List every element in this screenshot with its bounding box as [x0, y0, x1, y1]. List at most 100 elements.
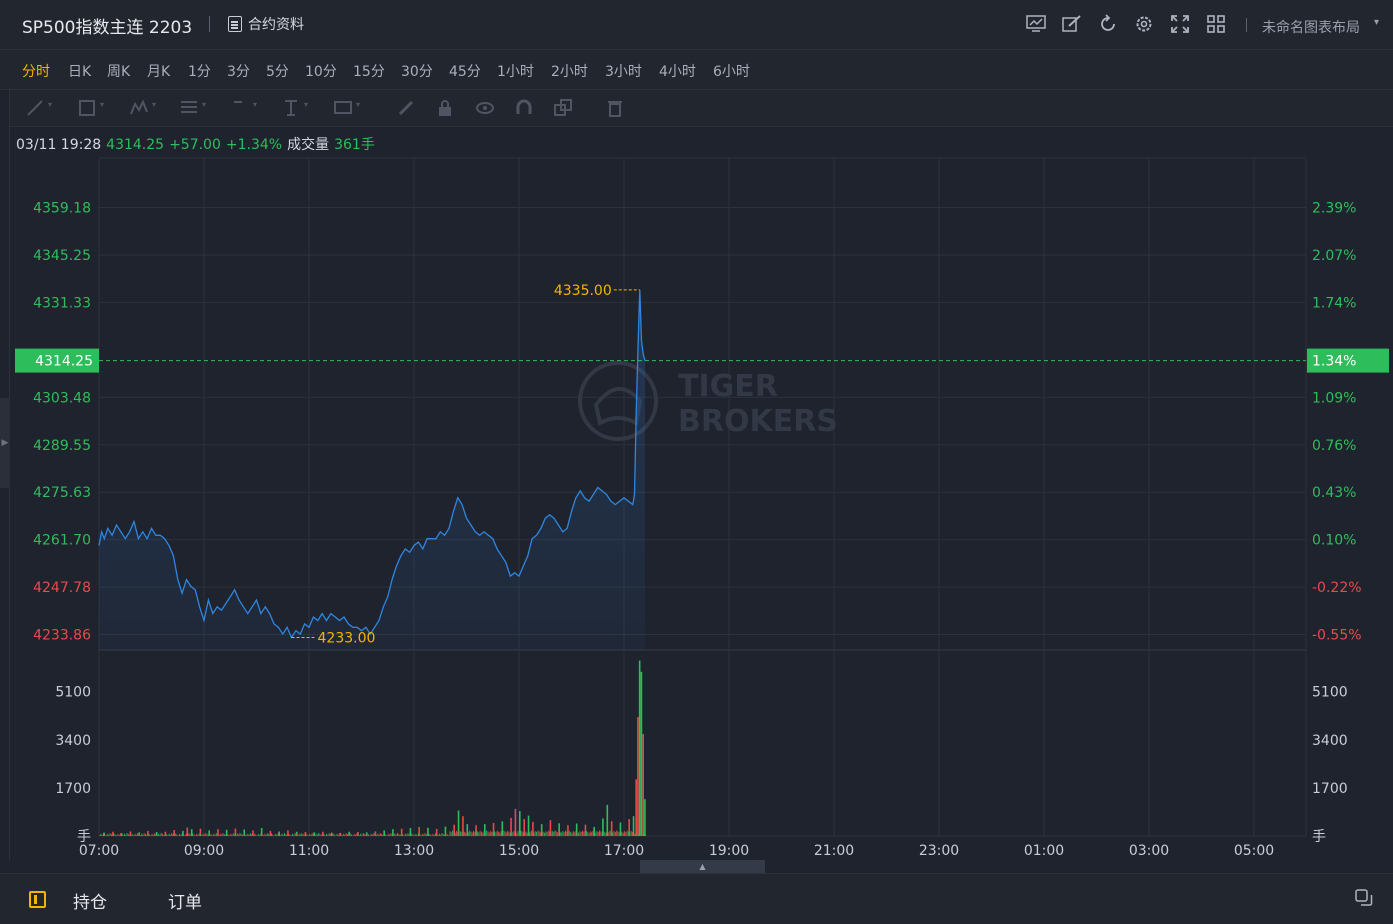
volume-bar: [228, 835, 230, 836]
tab-orders[interactable]: 订单: [168, 893, 202, 913]
volume-bar: [103, 832, 105, 836]
volume-bar: [320, 834, 322, 836]
volume-bar: [260, 833, 262, 836]
period-tab-3[interactable]: 月K: [147, 64, 171, 80]
price-line[interactable]: [98, 289, 646, 639]
panel-toggle-icon[interactable]: [29, 891, 46, 908]
caret-down-icon[interactable]: ▾: [1374, 17, 1380, 28]
volume-bar: [393, 835, 394, 836]
volume-bar: [236, 833, 238, 836]
volume-bar: [475, 830, 477, 836]
trash-icon[interactable]: [604, 98, 626, 118]
last-price-badge-label: 4314.25: [35, 354, 93, 370]
draw-edit-icon[interactable]: [1061, 13, 1083, 35]
bottom-panel-handle[interactable]: ▲: [640, 860, 765, 873]
top-bar: SP500指数主连 2203 合约资料 未命名图表布局 ▾: [0, 0, 1393, 50]
period-tab-11[interactable]: 1小时: [497, 64, 534, 80]
fib-tool-icon[interactable]: ▾: [181, 100, 207, 113]
volume-bar: [563, 832, 565, 836]
period-tab-5[interactable]: 3分: [227, 64, 250, 80]
volume-bar: [377, 833, 379, 836]
rect-tool-icon[interactable]: ▾: [76, 98, 104, 118]
period-tab-2[interactable]: 周K: [107, 64, 131, 80]
intraday-chart[interactable]: 07:00 09:00 11:00 13:00 15:00 17:00 19:00 21:00…: [10, 155, 1393, 860]
low-price-label: 4233.00: [318, 630, 376, 646]
period-tab-10[interactable]: 45分: [449, 64, 481, 80]
volume-bar: [217, 834, 219, 836]
watermark-text: BROKERS: [678, 404, 838, 439]
eye-icon[interactable]: [474, 98, 496, 118]
layout-name-dropdown[interactable]: 未命名图表布局: [1262, 20, 1360, 36]
period-tab-8[interactable]: 15分: [353, 64, 385, 80]
volume-bar: [617, 831, 619, 836]
volume-bar: [601, 832, 603, 836]
volume-bar: [428, 833, 430, 836]
volume-bar: [333, 834, 335, 836]
fullscreen-icon[interactable]: [1169, 13, 1191, 35]
settings-icon[interactable]: [1133, 13, 1155, 35]
period-tab-14[interactable]: 4小时: [659, 64, 696, 80]
period-tab-0[interactable]: 分时: [22, 64, 50, 80]
period-tab-7[interactable]: 10分: [305, 64, 337, 80]
period-tab-1[interactable]: 日K: [68, 64, 92, 80]
grid-layout-icon[interactable]: [1205, 13, 1227, 35]
volume-bar: [295, 834, 297, 836]
period-tab-4[interactable]: 1分: [188, 64, 211, 80]
contract-info-button[interactable]: 合约资料: [228, 14, 304, 34]
volume-bar: [399, 834, 401, 836]
y-left-tick-label: 4247.78: [33, 580, 91, 596]
bottom-panel-bar: [0, 873, 1393, 924]
volume-bar: [419, 834, 421, 836]
copy-layer-icon[interactable]: [552, 98, 574, 118]
volume-bar: [277, 833, 279, 836]
text-tool-icon[interactable]: ▾: [285, 100, 309, 116]
volume-bar: [362, 833, 364, 836]
pattern-tool-icon[interactable]: ▾: [128, 98, 156, 118]
volume-bar: [351, 834, 352, 836]
magnet-icon[interactable]: [513, 98, 535, 118]
volume-bar: [585, 830, 587, 836]
volume-bar: [382, 834, 384, 836]
measure-tool-icon[interactable]: ▾: [332, 98, 360, 118]
expand-sidebar-handle[interactable]: ▶: [0, 398, 10, 488]
volume-bar: [512, 832, 514, 836]
arrow-tool-icon[interactable]: ▾: [234, 100, 258, 109]
lock-icon[interactable]: [434, 98, 456, 118]
volume-bar: [501, 832, 503, 836]
volume-bar: [144, 833, 146, 836]
volume-bar: [305, 833, 307, 836]
volume-bar: [641, 833, 643, 836]
volume-bar: [637, 717, 639, 836]
period-tab-12[interactable]: 2小时: [551, 64, 588, 80]
volume-bar: [424, 833, 426, 836]
y-right-tick-label: 0.10%: [1312, 533, 1356, 549]
volume-bar: [400, 833, 402, 836]
tab-positions[interactable]: 持仓: [73, 893, 107, 913]
volume-bar: [622, 832, 624, 836]
volume-bar: [396, 832, 398, 836]
line-tool-icon[interactable]: ▾: [24, 98, 52, 118]
x-tick-label: 13:00: [394, 843, 434, 859]
pencil-icon[interactable]: [395, 98, 417, 118]
indicator-icon[interactable]: [1025, 13, 1047, 35]
volume-bar: [261, 834, 263, 836]
volume-bar: [135, 834, 137, 836]
volume-bar: [172, 834, 174, 836]
volume-bar: [160, 832, 162, 836]
period-tab-13[interactable]: 3小时: [605, 64, 642, 80]
period-tab-15[interactable]: 6小时: [713, 64, 750, 80]
popout-icon[interactable]: [1355, 889, 1373, 907]
volume-tick-label: 5100: [55, 685, 91, 701]
volume-bar: [612, 832, 614, 836]
volume-bar: [134, 833, 136, 836]
volume-bar: [126, 833, 128, 836]
volume-bar: [479, 830, 481, 836]
period-tab-9[interactable]: 30分: [401, 64, 433, 80]
refresh-icon[interactable]: [1097, 13, 1119, 35]
volume-bar: [341, 835, 343, 836]
volume-bar: [549, 831, 551, 836]
volume-bar: [550, 832, 552, 836]
volume-bar: [633, 832, 635, 836]
period-tab-6[interactable]: 5分: [266, 64, 289, 80]
volume-bar: [159, 834, 161, 836]
